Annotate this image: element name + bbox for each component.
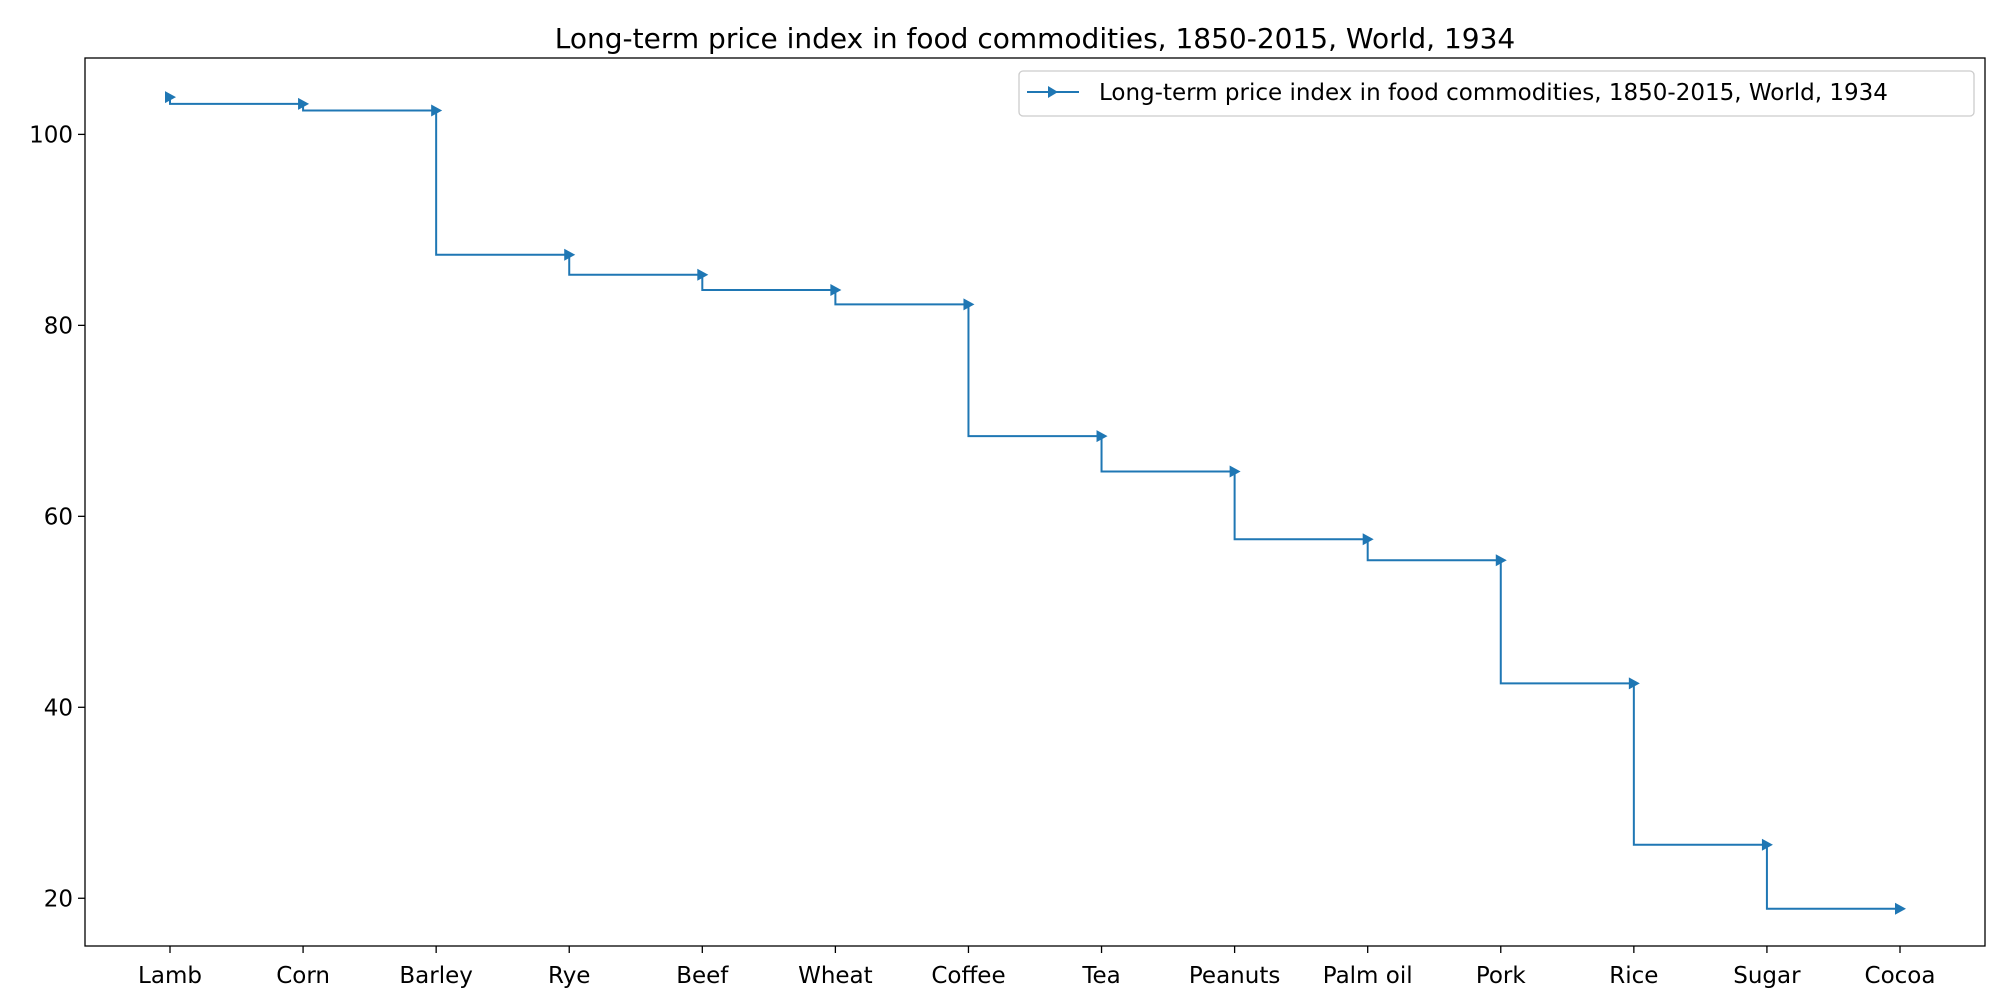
chart-title: Long-term price index in food commoditie… [555,22,1515,55]
x-tick-label: Barley [399,963,472,989]
x-tick-label: Corn [276,963,330,989]
x-tick-label: Rye [548,963,591,989]
legend-label: Long-term price index in food commoditie… [1099,80,1888,106]
data-point-marker [1096,430,1108,443]
x-tick-label: Tea [1081,963,1120,989]
data-point-marker [564,248,576,261]
data-point-marker [298,97,310,110]
x-tick-label: Sugar [1733,963,1801,989]
x-tick-label: Coffee [931,963,1005,989]
legend: Long-term price index in food commoditie… [1018,70,1975,117]
data-point-marker [165,91,176,104]
data-point-marker [697,268,709,281]
y-tick-label: 40 [44,695,73,721]
y-tick-label: 20 [44,886,73,912]
data-point-marker [1495,554,1507,567]
data-point-marker [1761,838,1773,851]
y-tick-label: 80 [44,313,73,339]
y-tick-label: 100 [29,122,73,148]
x-tick-label: Peanuts [1189,963,1280,989]
legend-marker [1048,86,1058,98]
plot-area-frame [84,57,1986,947]
data-point-marker [830,284,842,297]
x-tick-label: Wheat [798,963,873,989]
data-point-marker [963,298,975,311]
x-tick-label: Palm oil [1323,963,1413,989]
data-point-marker [1895,902,1906,915]
y-tick-label: 60 [44,504,73,530]
series-line [169,97,1900,910]
x-tick-label: Pork [1476,963,1527,989]
series-layer [165,91,1906,915]
x-tick-label: Rice [1609,963,1658,989]
x-tick-label: Beef [676,963,729,989]
data-point-marker [431,104,443,117]
legend-box [1018,70,1975,117]
data-point-marker [1362,533,1374,546]
x-axis: Lamb Corn Barley Rye Beef Wheat Coffee Tea Peanu… [138,946,1935,989]
data-point-marker [1229,465,1241,478]
x-tick-label: Cocoa [1865,963,1936,989]
x-tick-label: Lamb [138,963,202,989]
data-point-marker [1628,677,1640,690]
y-axis: 20 40 60 80 100 [29,122,85,912]
